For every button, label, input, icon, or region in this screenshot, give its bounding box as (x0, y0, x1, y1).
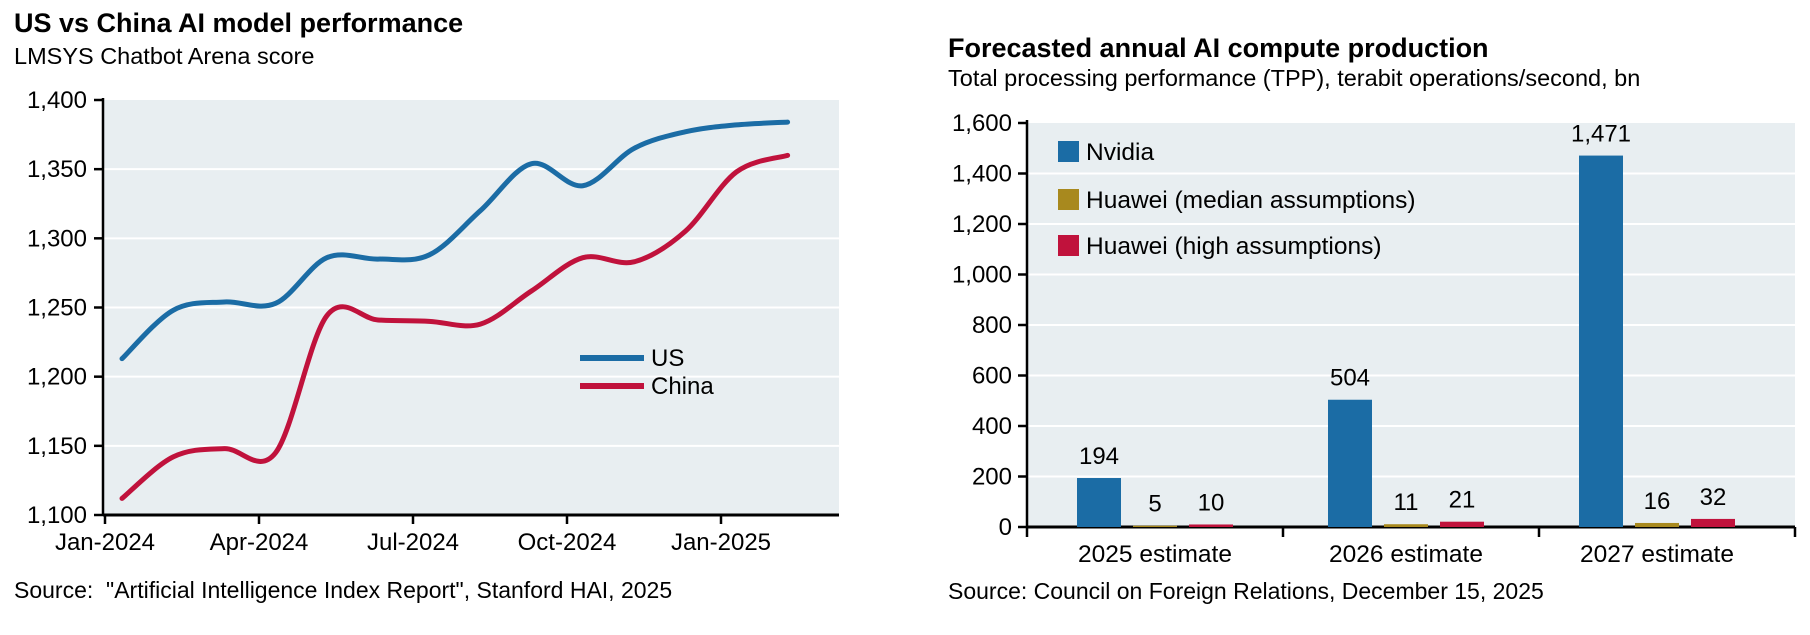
bar-value-label: 32 (1700, 484, 1727, 511)
bar-2025-huawei-high (1189, 524, 1233, 527)
y-axis-tick-label: 1,200 (27, 364, 87, 391)
y-axis-tick-label: 200 (972, 464, 1012, 491)
x-axis-category-label: 2027 estimate (1580, 541, 1734, 568)
legend-label-us: US (651, 345, 684, 372)
right-chart-source: Source: Council on Foreign Relations, De… (948, 578, 1544, 604)
legend-label-huawei-high: Huawei (high assumptions) (1086, 233, 1382, 260)
x-axis-category-label: 2026 estimate (1329, 541, 1483, 568)
left-chart-title: US vs China AI model performance (14, 8, 464, 38)
right-chart-title: Forecasted annual AI compute production (948, 33, 1489, 63)
legend-label-china: China (651, 373, 714, 400)
bar-value-label: 16 (1644, 488, 1671, 515)
series-line-us (119, 119, 791, 362)
x-axis-tick-label: Apr-2024 (210, 529, 309, 556)
bar-2026-huawei-median (1384, 524, 1428, 527)
left-chart-subtitle: LMSYS Chatbot Arena score (14, 43, 315, 69)
bar-2025-nvidia (1077, 478, 1121, 527)
y-axis-tick-label: 1,600 (952, 110, 1012, 137)
bar-value-label: 504 (1330, 365, 1370, 392)
bar-value-label: 5 (1148, 491, 1161, 518)
x-axis-tick-label: Jul-2024 (367, 529, 459, 556)
bar-2025-huawei-median (1133, 525, 1177, 527)
series-line-china (119, 152, 791, 501)
y-axis-tick-label: 1,250 (27, 295, 87, 322)
y-axis-tick-label: 1,300 (27, 225, 87, 252)
bar-value-label: 11 (1394, 489, 1419, 516)
bar-2026-huawei-high (1440, 521, 1484, 527)
legend-swatch-huawei-median (1058, 189, 1079, 210)
bar-value-label: 1,471 (1571, 121, 1631, 148)
bar-2027-nvidia (1579, 155, 1623, 527)
bar-value-label: 194 (1079, 443, 1119, 470)
y-axis-tick-label: 1,100 (27, 502, 87, 529)
x-axis-tick-label: Oct-2024 (518, 529, 617, 556)
y-axis-tick-label: 1,400 (27, 87, 87, 114)
bar-2027-huawei-median (1635, 522, 1679, 527)
y-axis-tick-label: 1,150 (27, 433, 87, 460)
right-bar-chart-plot: 0 200 400 600 800 1,000 1,200 1,400 1,600 2025 es… (952, 110, 1797, 568)
y-axis-tick-label: 1,000 (952, 262, 1012, 289)
legend-label-nvidia: Nvidia (1086, 139, 1154, 166)
x-axis-tick-label: Jan-2024 (55, 529, 155, 556)
legend-label-huawei-median: Huawei (median assumptions) (1086, 187, 1416, 214)
x-axis-category-label: 2025 estimate (1078, 541, 1232, 568)
y-axis-tick-label: 0 (999, 514, 1012, 541)
bar-value-label: 21 (1449, 487, 1476, 514)
bar-value-label: 10 (1198, 489, 1225, 516)
right-chart-subtitle: Total processing performance (TPP), tera… (948, 65, 1641, 91)
y-axis-tick-label: 1,400 (952, 161, 1012, 188)
x-axis-tick-label: Jan-2025 (671, 529, 771, 556)
y-axis-tick-label: 800 (972, 312, 1012, 339)
y-axis-tick-label: 1,200 (952, 211, 1012, 238)
bar-2027-huawei-high (1691, 518, 1735, 527)
y-axis-tick-label: 1,350 (27, 156, 87, 183)
left-line-chart-plot: 1,100 1,150 1,200 1,250 1,300 1,350 1,400 Jan-2… (27, 87, 839, 556)
legend-swatch-nvidia (1058, 141, 1079, 162)
left-chart-source: Source: "Artificial Intelligence Index R… (14, 577, 673, 603)
y-axis-tick-label: 400 (972, 413, 1012, 440)
bar-2026-nvidia (1328, 399, 1372, 527)
y-axis-tick-label: 600 (972, 363, 1012, 390)
legend-swatch-huawei-high (1058, 235, 1079, 256)
